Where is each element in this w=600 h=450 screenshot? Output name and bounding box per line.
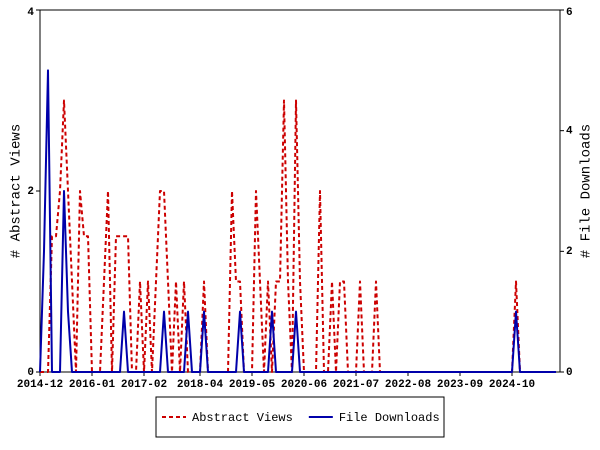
y2-tick-label: 2 [566,246,573,258]
y2-axis-title: # File Downloads [579,124,595,258]
y-tick-label: 0 [27,367,34,379]
x-tick-label: 2016-01 [69,379,116,391]
x-tick-label: 2021-07 [333,379,379,391]
y-axis-title: # Abstract Views [9,124,25,258]
y-tick-label: 2 [27,186,34,198]
plot-frame [39,9,561,373]
y2-tick-label: 6 [566,7,573,19]
y2-tick-label: 0 [566,367,573,379]
x-tick-label: 2020-06 [281,379,327,391]
series-line [39,69,556,373]
x-tick-label: 2017-02 [121,379,167,391]
x-tick-label: 2019-05 [229,379,276,391]
legend-label: Abstract Views [192,411,293,425]
y-tick-label: 4 [27,7,34,19]
x-tick-label: 2023-09 [437,379,483,391]
legend-box [155,396,445,438]
x-tick-label: 2022-08 [385,379,432,391]
x-tick-label: 2024-10 [489,379,535,391]
y2-tick-label: 4 [566,126,573,138]
legend-label: File Downloads [339,411,440,425]
x-tick-label: 2018-04 [177,379,224,391]
x-tick-label: 2014-12 [17,379,63,391]
